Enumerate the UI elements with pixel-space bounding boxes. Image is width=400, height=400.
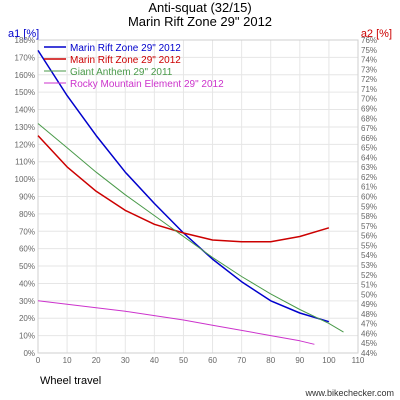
y-right-tick-label-18: 62%: [361, 173, 377, 182]
y-left-tick-label-2: 20%: [19, 314, 35, 323]
x-tick-label-1: 10: [63, 356, 72, 365]
series-lines: [37, 49, 344, 345]
x-tick-label-8: 80: [266, 356, 275, 365]
legend: Marin Rift Zone 29" 2012 Marin Rift Zone…: [44, 43, 224, 90]
y-left-tick-label-10: 100%: [15, 175, 35, 184]
y-left-tick-label-17: 170%: [15, 53, 35, 62]
y-right-tick-label-32: 76%: [361, 36, 377, 45]
y-right-axis-title: a2 [%]: [361, 28, 392, 40]
series-line-2: [37, 135, 330, 243]
chart-subtitle: Marin Rift Zone 29" 2012: [128, 14, 272, 29]
y-right-tick-label-3: 47%: [361, 320, 377, 329]
y-right-tick-label-30: 74%: [361, 56, 377, 65]
y-left-tick-label-0: 0%: [23, 349, 35, 358]
y-right-tick-label-17: 61%: [361, 183, 377, 192]
x-tick-label-0: 0: [36, 356, 41, 365]
y-left-tick-label-7: 70%: [19, 227, 35, 236]
y-left-axis-title: a1 [%]: [8, 28, 39, 40]
y-right-tick-label-5: 49%: [361, 300, 377, 309]
y-right-tick-label-28: 72%: [361, 75, 377, 84]
y-right-tick-label-20: 64%: [361, 153, 377, 162]
series-line-4: [37, 300, 315, 345]
y-right-tick-label-29: 73%: [361, 65, 377, 74]
y-right-tick-label-0: 44%: [361, 349, 377, 358]
y-right-tick-label-1: 45%: [361, 339, 377, 348]
y-right-tick-label-31: 75%: [361, 46, 377, 55]
y-left-tick-label-16: 160%: [15, 71, 35, 80]
y-right-tick-label-11: 55%: [361, 241, 377, 250]
x-tick-label-3: 30: [121, 356, 130, 365]
y-right-tick-label-21: 65%: [361, 144, 377, 153]
y-right-tick-label-8: 52%: [361, 271, 377, 280]
x-tick-label-2: 20: [92, 356, 101, 365]
y-right-tick-label-19: 63%: [361, 163, 377, 172]
y-right-tick-label-4: 48%: [361, 310, 377, 319]
y-right-tick-label-24: 68%: [361, 114, 377, 123]
y-right-tick-label-6: 50%: [361, 290, 377, 299]
y-right-tick-label-27: 71%: [361, 85, 377, 94]
y-left-tick-label-11: 110%: [15, 158, 35, 167]
y-left-tick-label-9: 90%: [19, 193, 35, 202]
y-right-tick-label-14: 58%: [361, 212, 377, 221]
y-right-tick-label-23: 67%: [361, 124, 377, 133]
x-tick-label-11: 110: [352, 356, 365, 365]
y-right-tick-label-26: 70%: [361, 95, 377, 104]
y-right-tick-label-12: 56%: [361, 232, 377, 241]
chart-title: Anti-squat (32/15): [148, 0, 251, 15]
y-right-axis: 44%45%46%47%48%49%50%51%52%53%54%55%56%5…: [361, 36, 377, 358]
x-axis: 0 10 20 30 40 50 60 70 80 90 100 110: [36, 356, 365, 365]
x-tick-label-9: 90: [295, 356, 304, 365]
x-tick-label-5: 50: [179, 356, 188, 365]
y-left-tick-label-13: 130%: [15, 123, 35, 132]
y-left-tick-label-6: 60%: [19, 245, 35, 254]
y-left-tick-label-1: 10%: [19, 332, 35, 341]
y-right-tick-label-2: 46%: [361, 329, 377, 338]
legend-label-series-3: Giant Anthem 29" 2011: [70, 67, 173, 78]
y-left-tick-label-18: 180%: [15, 36, 35, 45]
y-left-tick-label-14: 140%: [15, 106, 35, 115]
y-right-tick-label-22: 66%: [361, 134, 377, 143]
x-tick-label-4: 40: [150, 356, 159, 365]
watermark: www.bikechecker.com: [304, 388, 394, 398]
x-tick-label-7: 70: [237, 356, 246, 365]
y-left-tick-label-4: 40%: [19, 279, 35, 288]
x-tick-label-6: 60: [208, 356, 217, 365]
y-left-tick-label-3: 30%: [19, 297, 35, 306]
x-tick-label-10: 100: [322, 356, 336, 365]
y-left-axis: 0% 10% 20% 30% 40% 50% 60% 70% 80% 90% 100% 110% 120…: [15, 36, 35, 358]
legend-label-series-1: Marin Rift Zone 29" 2012: [70, 43, 181, 54]
y-right-tick-label-15: 59%: [361, 202, 377, 211]
y-right-tick-label-16: 60%: [361, 193, 377, 202]
y-left-tick-label-12: 120%: [15, 140, 35, 149]
series-line-3: [37, 123, 344, 333]
y-right-tick-label-25: 69%: [361, 104, 377, 113]
y-right-tick-label-7: 51%: [361, 281, 377, 290]
y-left-tick-label-15: 150%: [15, 88, 35, 97]
x-axis-title: Wheel travel: [40, 375, 101, 387]
y-left-tick-label-5: 50%: [19, 262, 35, 271]
y-right-tick-label-10: 54%: [361, 251, 377, 260]
legend-label-series-2: Marin Rift Zone 29" 2012: [70, 55, 181, 66]
y-left-tick-label-8: 80%: [19, 210, 35, 219]
plot-frame: [37, 39, 359, 354]
legend-label-series-4: Rocky Mountain Element 29" 2012: [70, 79, 224, 90]
y-right-tick-label-13: 57%: [361, 222, 377, 231]
y-right-tick-label-9: 53%: [361, 261, 377, 270]
